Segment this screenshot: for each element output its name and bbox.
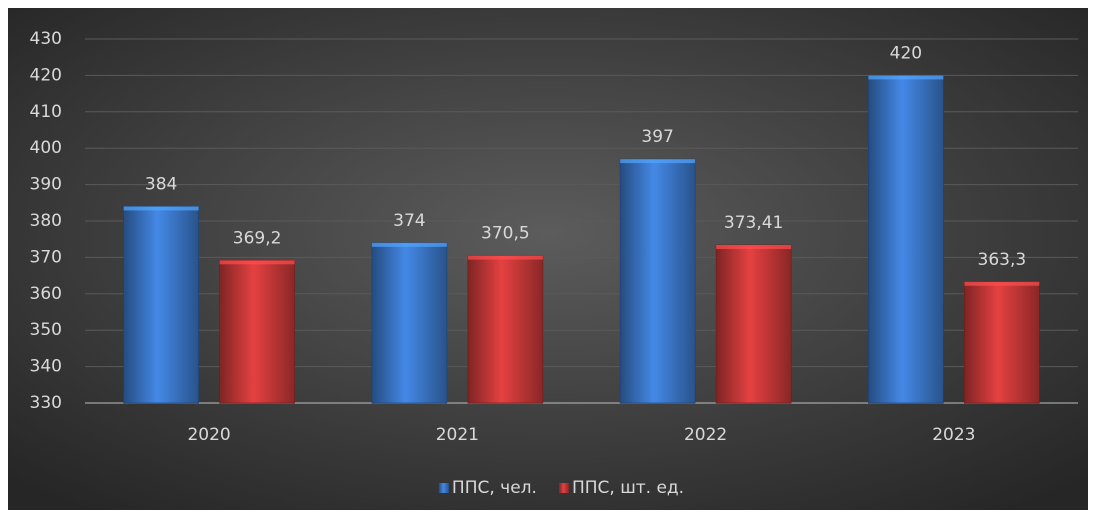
bar xyxy=(371,242,448,404)
data-label: 363,3 xyxy=(978,250,1027,270)
y-tick-label: 360 xyxy=(30,284,62,304)
x-tick-label: 2023 xyxy=(932,425,975,445)
y-tick-label: 430 xyxy=(30,29,62,49)
y-tick-label: 390 xyxy=(30,175,62,195)
legend-item: ППС, шт. ед. xyxy=(558,478,684,498)
data-label: 384 xyxy=(145,174,177,194)
data-label: 369,2 xyxy=(233,228,282,248)
bar xyxy=(964,281,1040,404)
bar-cap xyxy=(716,244,792,249)
x-tick-label: 2022 xyxy=(684,425,727,445)
bar-cap xyxy=(620,159,696,164)
bar-cap xyxy=(964,281,1040,286)
legend-marker xyxy=(438,483,449,493)
y-tick-label: 380 xyxy=(30,211,62,231)
bar-cap xyxy=(371,242,447,247)
y-tick-label: 340 xyxy=(30,357,62,377)
legend-marker xyxy=(558,483,569,493)
x-tick-label: 2020 xyxy=(187,425,230,445)
x-tick-label: 2021 xyxy=(436,425,479,445)
y-tick-label: 370 xyxy=(30,247,62,267)
data-label: 370,5 xyxy=(481,224,530,244)
data-label: 397 xyxy=(641,127,673,147)
y-tick-label: 330 xyxy=(30,393,62,413)
bar xyxy=(715,244,792,404)
bar-cap xyxy=(219,260,295,265)
bar xyxy=(123,206,199,404)
legend-label: ППС, шт. ед. xyxy=(572,478,684,498)
data-label: 373,41 xyxy=(724,213,783,233)
bar xyxy=(219,260,295,404)
bar-cap xyxy=(467,255,543,260)
bar xyxy=(868,75,944,404)
bar xyxy=(467,255,544,404)
bar xyxy=(619,158,696,404)
y-tick-label: 400 xyxy=(30,138,62,158)
bar-cap xyxy=(123,206,199,211)
legend-item: ППС, чел. xyxy=(438,478,537,498)
y-tick-label: 350 xyxy=(30,320,62,340)
bar-cap xyxy=(868,75,944,80)
data-label: 374 xyxy=(393,211,425,231)
data-label: 420 xyxy=(890,43,922,63)
y-tick-label: 420 xyxy=(30,65,62,85)
y-tick-label: 410 xyxy=(30,102,62,122)
legend-label: ППС, чел. xyxy=(452,478,537,498)
